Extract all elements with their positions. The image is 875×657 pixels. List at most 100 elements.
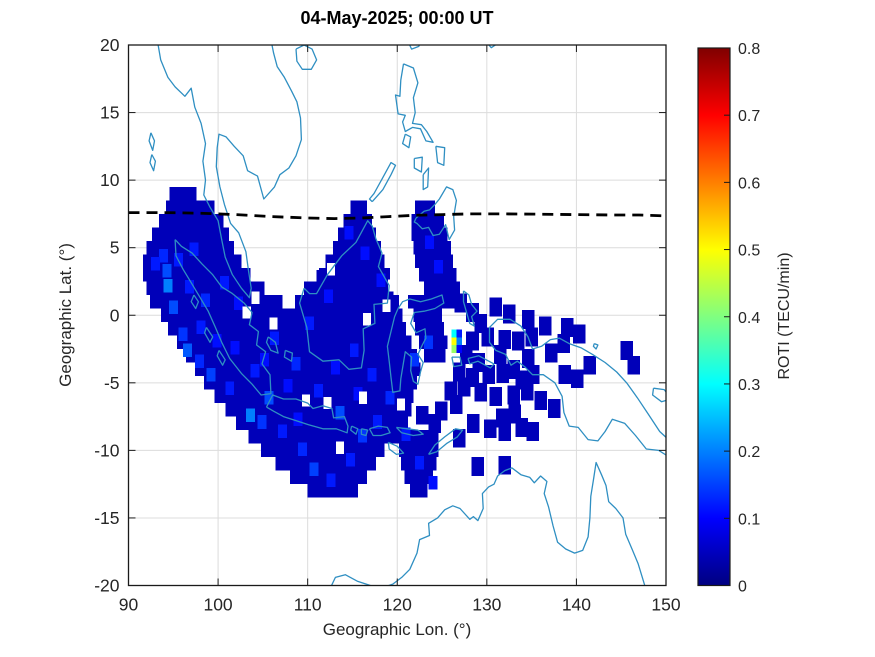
coastline xyxy=(283,349,294,362)
coastline xyxy=(394,63,434,143)
roti-cell xyxy=(498,455,512,475)
roti-cell-run xyxy=(418,267,457,282)
roti-cell-bright xyxy=(257,415,267,429)
roti-cell xyxy=(471,457,485,477)
roti-cell-bright xyxy=(360,246,370,260)
x-tick-label: 130 xyxy=(472,595,501,615)
x-tick-label: 90 xyxy=(119,595,139,615)
coastline xyxy=(360,428,369,437)
y-tick-label: -15 xyxy=(94,508,119,528)
x-tick-label: 140 xyxy=(562,595,591,615)
roti-cell xyxy=(545,343,558,363)
x-tick-label: 110 xyxy=(294,595,322,615)
roti-cell-bright xyxy=(335,405,345,420)
roti-cell xyxy=(561,317,574,337)
coastline xyxy=(149,154,157,172)
roti-hotspot-cell xyxy=(456,337,462,346)
roti-cell-bright xyxy=(194,354,204,368)
roti-cell-bright xyxy=(376,273,386,287)
y-tick-label: 0 xyxy=(110,305,120,325)
coastline xyxy=(387,441,405,456)
roti-cell xyxy=(467,413,480,433)
roti-cell xyxy=(498,421,512,441)
roti-cell-bright xyxy=(409,353,419,367)
coastline xyxy=(401,133,412,149)
coastline xyxy=(435,145,446,166)
colorbar-tick-label: 0.3 xyxy=(738,377,760,394)
coastline xyxy=(330,461,646,586)
roti-cell-bright xyxy=(346,453,356,467)
roti-cell xyxy=(515,417,529,437)
roti-cell-run xyxy=(350,200,367,214)
roti-cell xyxy=(484,419,497,439)
roti-cell-run xyxy=(415,200,435,214)
roti-cell-run xyxy=(203,376,417,390)
coastline xyxy=(428,428,464,456)
roti-cell-bright xyxy=(424,335,434,350)
coastlines-group xyxy=(148,45,666,586)
colorbar-tick-label: 0.7 xyxy=(738,108,760,125)
roti-cell-run xyxy=(424,281,460,295)
coastline xyxy=(413,186,458,241)
x-axis-label: Geographic Lon. (°) xyxy=(322,620,472,639)
roti-cell-bright xyxy=(326,473,336,487)
roti-cell xyxy=(489,297,503,317)
roti-cell-bright xyxy=(428,476,438,490)
roti-cell-run xyxy=(411,213,444,228)
colorbar-gradient xyxy=(697,47,731,587)
roti-cell-bright xyxy=(291,357,301,371)
roti-cell-run xyxy=(151,227,229,241)
roti-cell xyxy=(521,349,535,368)
ticks-group: 90 100 110 120 130 140 150 -20 -15 -10 -5 0 5 10 15 20 xyxy=(94,35,681,615)
data-gap xyxy=(310,257,319,270)
roti-cell-bright xyxy=(297,442,307,456)
roti-cell-bright xyxy=(323,289,333,304)
magnetic-equator-line xyxy=(128,211,666,221)
roti-cell xyxy=(558,365,572,385)
coastline xyxy=(368,161,397,203)
data-gap xyxy=(323,397,332,410)
x-tick-label: 150 xyxy=(651,595,680,615)
roti-cell xyxy=(520,381,534,401)
roti-cell-bright xyxy=(385,390,395,405)
roti-cell-run xyxy=(399,443,439,458)
roti-cell-run xyxy=(415,322,444,336)
data-gap xyxy=(382,299,391,312)
coastline xyxy=(451,356,463,368)
roti-cell-bright xyxy=(212,334,222,348)
data-gap xyxy=(387,279,396,292)
roti-cell xyxy=(620,340,633,360)
roti-cell-bright xyxy=(250,363,260,378)
roti-cell xyxy=(489,386,503,406)
roti-cell-bright xyxy=(150,257,160,271)
roti-cell-run xyxy=(160,308,403,323)
roti-cell-run xyxy=(332,240,382,255)
colorbar-tick-label: 0.8 xyxy=(738,41,760,58)
coastline xyxy=(265,394,349,434)
roti-cell-bright xyxy=(270,331,279,345)
roti-cell-bright xyxy=(415,455,425,470)
roti-cell xyxy=(482,365,495,385)
plot-title: 04-May-2025; 00:00 UT xyxy=(300,8,494,28)
colorbar-tick-label: 0 xyxy=(738,579,747,596)
roti-cell-run xyxy=(185,349,417,363)
roti-cell xyxy=(459,344,473,364)
roti-cell xyxy=(416,405,429,425)
data-gap xyxy=(396,398,405,411)
roti-cell xyxy=(526,421,539,441)
roti-cell-run xyxy=(158,213,224,228)
roti-hotspot-cell xyxy=(451,345,457,353)
coastline xyxy=(190,294,200,310)
data-gap xyxy=(251,291,260,304)
coastline xyxy=(350,425,359,435)
roti-cell xyxy=(452,428,466,448)
data-gap xyxy=(301,394,310,407)
roti-cell-bright xyxy=(264,390,274,405)
coastline xyxy=(148,132,156,152)
roti-cell xyxy=(450,394,463,414)
coastline xyxy=(422,167,430,191)
roti-cell-bright xyxy=(178,327,188,341)
roti-cell xyxy=(458,377,471,397)
y-tick-label: 20 xyxy=(100,35,120,55)
roti-cell-run xyxy=(166,200,215,214)
